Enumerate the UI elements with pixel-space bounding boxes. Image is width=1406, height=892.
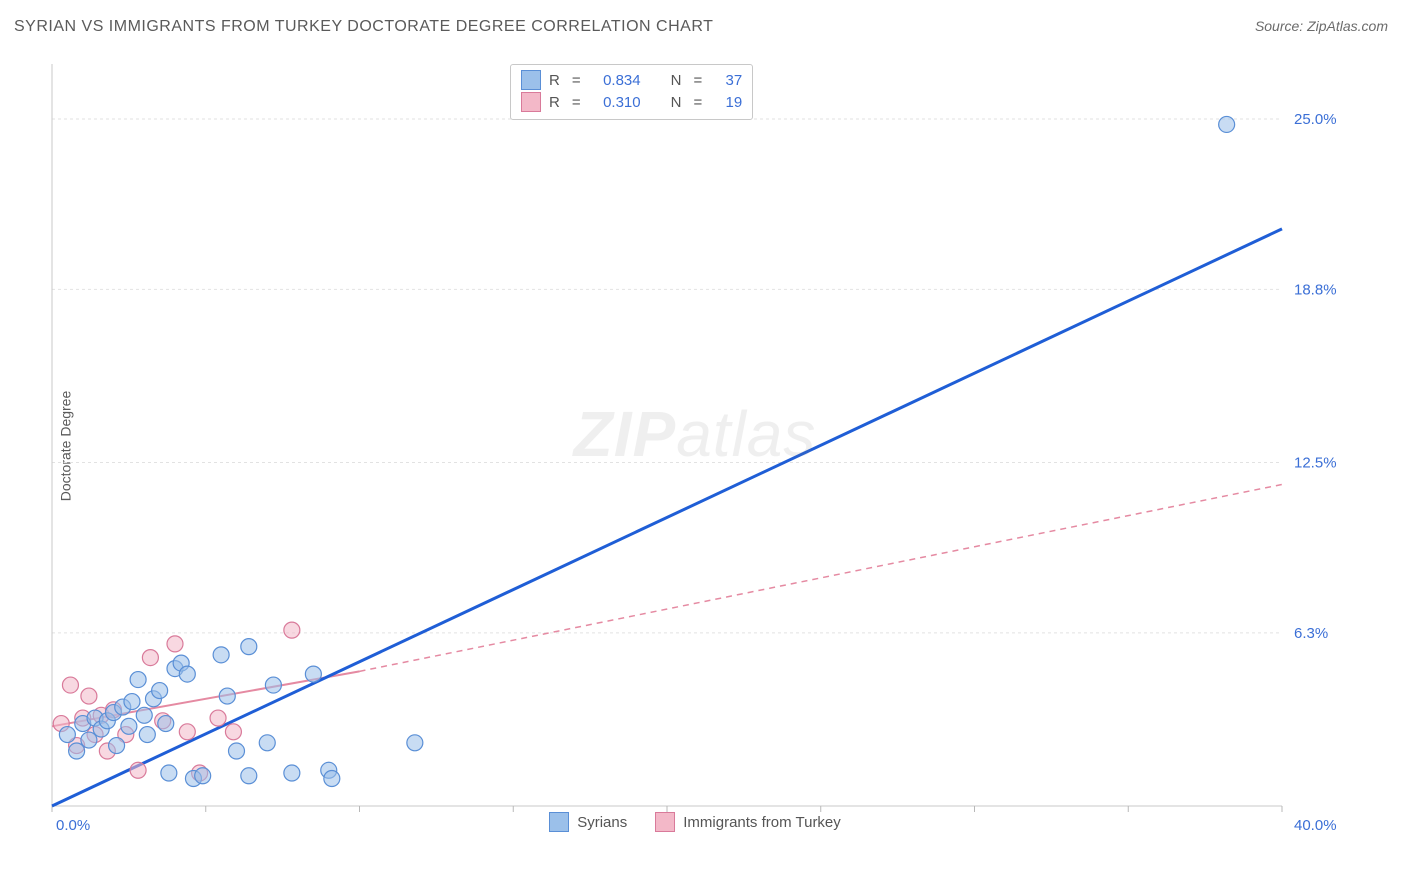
point-a bbox=[265, 677, 281, 693]
legend-item: Syrians bbox=[549, 812, 627, 832]
point-b bbox=[225, 724, 241, 740]
watermark-zip: ZIP bbox=[574, 398, 677, 470]
swatch-syrians-icon bbox=[549, 812, 569, 832]
point-a bbox=[59, 727, 75, 743]
point-b bbox=[62, 677, 78, 693]
legend-item: Immigrants from Turkey bbox=[655, 812, 841, 832]
r-label: R bbox=[549, 72, 560, 89]
swatch-turkey-icon bbox=[655, 812, 675, 832]
point-a bbox=[305, 666, 321, 682]
point-a bbox=[158, 716, 174, 732]
point-b bbox=[167, 636, 183, 652]
point-b bbox=[210, 710, 226, 726]
correlation-legend: R=0.834N=37R=0.310N=19 bbox=[510, 64, 753, 120]
point-a bbox=[124, 694, 140, 710]
trend-line-b-extrapolated bbox=[360, 484, 1283, 671]
swatch-syrians-icon bbox=[521, 70, 541, 90]
point-a bbox=[81, 732, 97, 748]
point-b bbox=[81, 688, 97, 704]
point-a bbox=[284, 765, 300, 781]
chart-title: SYRIAN VS IMMIGRANTS FROM TURKEY DOCTORA… bbox=[14, 18, 713, 36]
r-value: 0.834 bbox=[591, 72, 641, 89]
point-a bbox=[179, 666, 195, 682]
point-a bbox=[69, 743, 85, 759]
point-a bbox=[324, 771, 340, 787]
n-label: N bbox=[671, 94, 682, 111]
point-a bbox=[259, 735, 275, 751]
point-a bbox=[139, 727, 155, 743]
point-a bbox=[130, 672, 146, 688]
legend-label: Immigrants from Turkey bbox=[683, 814, 841, 831]
correlation-chart: SYRIAN VS IMMIGRANTS FROM TURKEY DOCTORA… bbox=[0, 0, 1406, 892]
point-a bbox=[407, 735, 423, 751]
y-tick-label: 25.0% bbox=[1294, 111, 1337, 128]
swatch-turkey-icon bbox=[521, 92, 541, 112]
r-value: 0.310 bbox=[591, 94, 641, 111]
point-a bbox=[121, 718, 137, 734]
point-a bbox=[136, 707, 152, 723]
r-label: R bbox=[549, 94, 560, 111]
source-attribution: Source: ZipAtlas.com bbox=[1255, 18, 1388, 34]
n-value: 19 bbox=[712, 94, 742, 111]
n-value: 37 bbox=[712, 72, 742, 89]
point-b bbox=[142, 650, 158, 666]
legend-row: R=0.834N=37 bbox=[521, 69, 742, 91]
point-b bbox=[130, 762, 146, 778]
point-a bbox=[109, 738, 125, 754]
point-a bbox=[161, 765, 177, 781]
point-a bbox=[152, 683, 168, 699]
y-tick-label: 12.5% bbox=[1294, 454, 1337, 471]
series-legend: Syrians Immigrants from Turkey bbox=[50, 812, 1340, 832]
watermark-atlas: atlas bbox=[676, 398, 816, 470]
point-b bbox=[284, 622, 300, 638]
point-b bbox=[179, 724, 195, 740]
watermark: ZIPatlas bbox=[574, 397, 817, 471]
legend-label: Syrians bbox=[577, 814, 627, 831]
n-label: N bbox=[671, 72, 682, 89]
trend-line-a bbox=[52, 229, 1282, 806]
point-a bbox=[241, 768, 257, 784]
legend-row: R=0.310N=19 bbox=[521, 91, 742, 113]
point-a bbox=[241, 639, 257, 655]
plot-area: ZIPatlas 6.3%12.5%18.8%25.0%0.0%40.0% R=… bbox=[50, 60, 1340, 840]
point-a bbox=[195, 768, 211, 784]
point-a bbox=[219, 688, 235, 704]
point-a bbox=[213, 647, 229, 663]
y-tick-label: 18.8% bbox=[1294, 281, 1337, 298]
y-tick-label: 6.3% bbox=[1294, 625, 1328, 642]
point-a bbox=[1219, 116, 1235, 132]
point-a bbox=[229, 743, 245, 759]
